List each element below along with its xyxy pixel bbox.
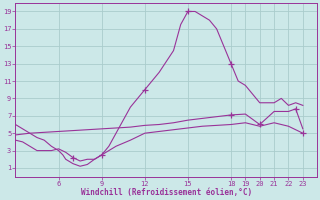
X-axis label: Windchill (Refroidissement éolien,°C): Windchill (Refroidissement éolien,°C) [81,188,252,197]
